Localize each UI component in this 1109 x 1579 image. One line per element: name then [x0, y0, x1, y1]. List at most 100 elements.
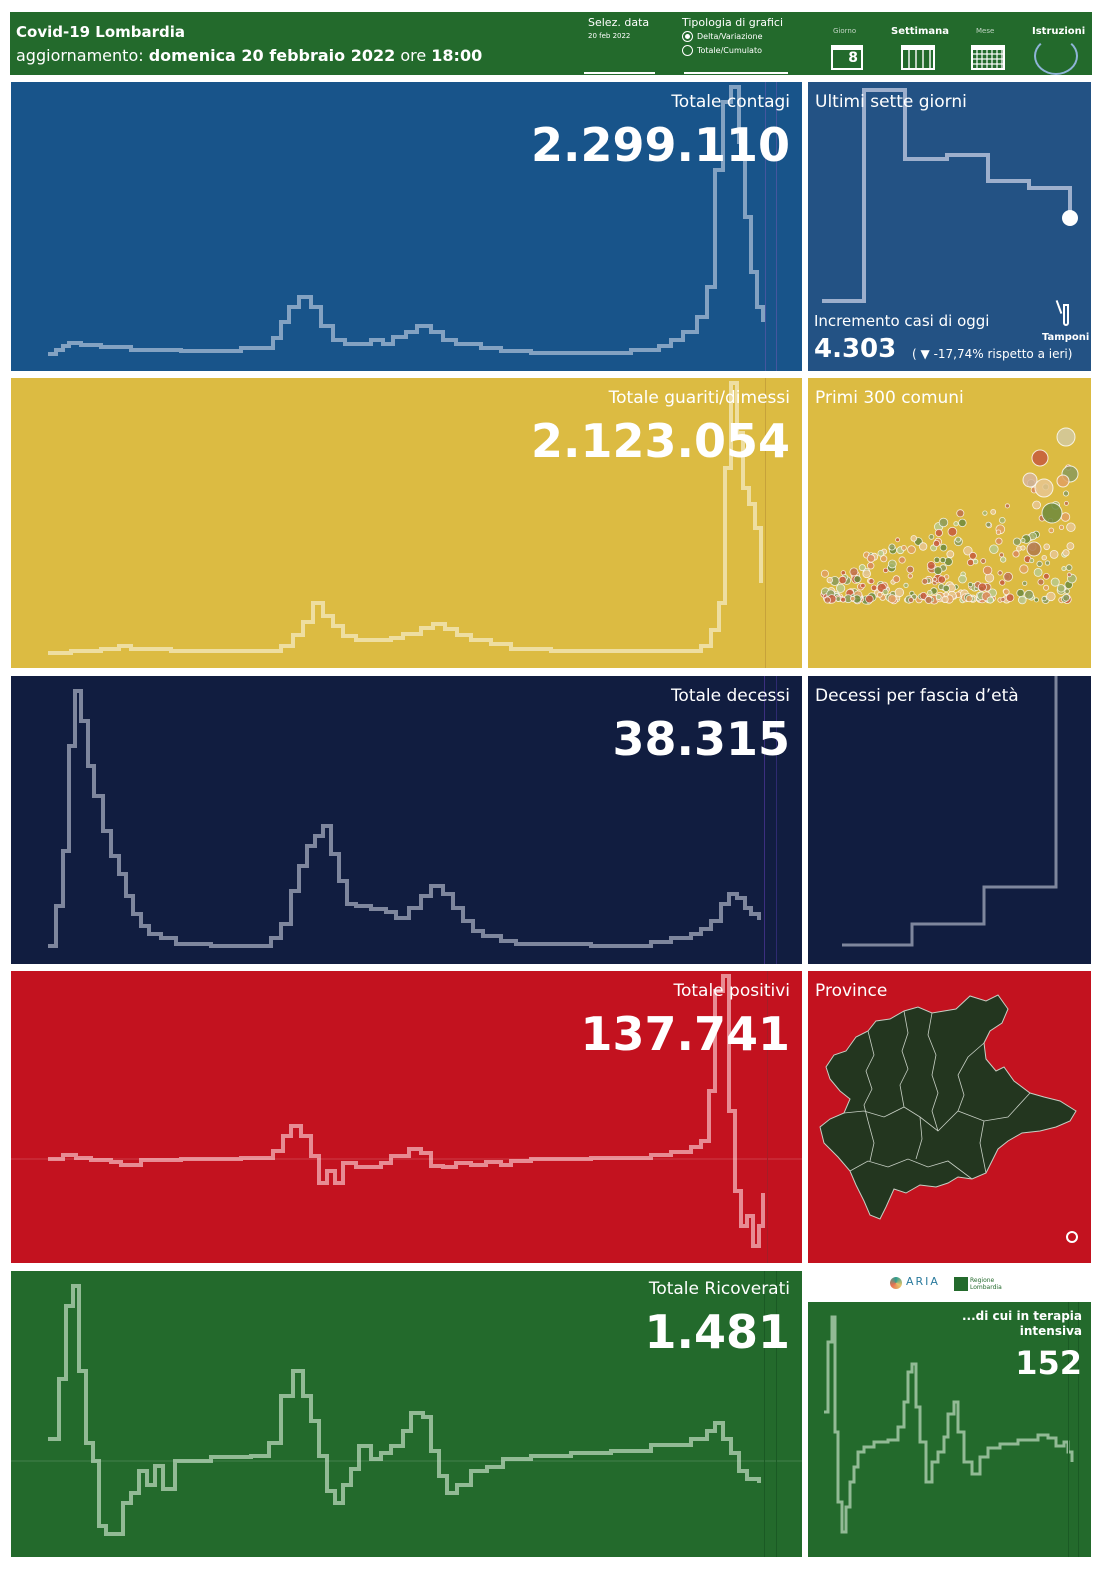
- comune-bubble[interactable]: [965, 595, 973, 603]
- comune-bubble[interactable]: [840, 596, 846, 603]
- comune-bubble[interactable]: [932, 576, 938, 582]
- comune-bubble[interactable]: [838, 575, 847, 585]
- comune-bubble[interactable]: [887, 594, 897, 604]
- comune-bubble[interactable]: [894, 587, 905, 598]
- comune-bubble[interactable]: [989, 544, 999, 554]
- comune-bubble[interactable]: [1062, 549, 1070, 557]
- comune-bubble[interactable]: [1066, 572, 1072, 578]
- comune-bubble[interactable]: [901, 544, 907, 551]
- comune-bubble[interactable]: [858, 564, 866, 572]
- comune-bubble[interactable]: [1058, 524, 1065, 530]
- comune-bubble[interactable]: [977, 582, 987, 592]
- comune-bubble[interactable]: [892, 575, 901, 583]
- comune-bubble[interactable]: [968, 551, 977, 560]
- comune-bubble[interactable]: [933, 539, 941, 547]
- comune-bubble-large[interactable]: [1022, 472, 1038, 488]
- comune-bubble[interactable]: [868, 578, 875, 585]
- comune-bubble[interactable]: [895, 537, 900, 543]
- test-tube-icon[interactable]: [1055, 300, 1072, 330]
- comune-bubble[interactable]: [1000, 556, 1007, 563]
- comune-bubble[interactable]: [938, 517, 949, 528]
- comune-bubble[interactable]: [939, 557, 946, 564]
- comune-bubble[interactable]: [947, 526, 958, 537]
- comune-bubble[interactable]: [1032, 500, 1042, 510]
- comune-bubble[interactable]: [1049, 549, 1059, 559]
- comune-bubble[interactable]: [876, 591, 883, 598]
- comune-bubble-large[interactable]: [1056, 427, 1076, 447]
- comune-bubble[interactable]: [946, 550, 955, 559]
- comune-bubble[interactable]: [924, 596, 933, 604]
- comune-bubble[interactable]: [1046, 591, 1056, 602]
- comune-bubble[interactable]: [967, 558, 975, 567]
- comune-bubble[interactable]: [1012, 550, 1020, 558]
- comune-bubble[interactable]: [870, 584, 878, 591]
- istruzioni-button[interactable]: [1034, 37, 1078, 75]
- comune-bubble[interactable]: [910, 535, 918, 542]
- comune-bubble[interactable]: [982, 510, 988, 516]
- option-totale[interactable]: Totale/Cumulato: [682, 45, 783, 56]
- comune-bubble[interactable]: [918, 542, 928, 551]
- comune-bubble[interactable]: [860, 582, 866, 589]
- decessi-line-chart[interactable]: [11, 676, 802, 964]
- comune-bubble[interactable]: [999, 517, 1006, 524]
- option-delta[interactable]: Delta/Variazione: [682, 31, 783, 42]
- comune-bubble[interactable]: [866, 554, 876, 563]
- comune-bubble[interactable]: [995, 537, 1003, 545]
- comune-bubble[interactable]: [958, 574, 967, 584]
- comune-bubble[interactable]: [1043, 543, 1051, 551]
- comune-bubble[interactable]: [934, 528, 943, 537]
- comune-bubble[interactable]: [937, 575, 946, 584]
- comune-bubble[interactable]: [835, 583, 846, 593]
- sette-giorni-today-point[interactable]: [1062, 210, 1078, 226]
- comune-bubble[interactable]: [1005, 593, 1015, 602]
- comune-bubble[interactable]: [941, 595, 949, 603]
- comune-bubble-large[interactable]: [1031, 449, 1049, 467]
- comune-bubble[interactable]: [1036, 560, 1043, 567]
- comune-bubble[interactable]: [990, 508, 997, 515]
- comune-bubble[interactable]: [1066, 542, 1075, 551]
- comune-bubble[interactable]: [1041, 554, 1047, 561]
- zoom-icon[interactable]: [1066, 1231, 1078, 1243]
- comune-bubble[interactable]: [907, 573, 913, 579]
- ricoverati-line-chart[interactable]: [11, 1271, 802, 1557]
- comune-bubble[interactable]: [972, 558, 979, 565]
- comune-bubble[interactable]: [906, 565, 915, 574]
- comune-bubble[interactable]: [1024, 589, 1034, 600]
- mese-calendar-icon[interactable]: [971, 45, 1005, 70]
- comune-bubble[interactable]: [980, 558, 987, 564]
- settimana-calendar-icon[interactable]: [901, 45, 935, 70]
- province-map[interactable]: [808, 971, 1091, 1263]
- comune-bubble[interactable]: [1050, 577, 1060, 587]
- comune-bubble[interactable]: [1041, 595, 1047, 602]
- comune-bubble[interactable]: [888, 543, 896, 551]
- comune-bubble[interactable]: [1019, 564, 1029, 574]
- comune-bubble[interactable]: [919, 591, 928, 600]
- comune-bubble[interactable]: [862, 569, 871, 579]
- comune-bubble[interactable]: [955, 536, 962, 543]
- comune-bubble[interactable]: [1016, 588, 1025, 598]
- comune-bubble[interactable]: [865, 594, 874, 604]
- comune-bubble-large[interactable]: [1041, 502, 1063, 524]
- comune-bubble[interactable]: [1003, 588, 1010, 596]
- contagi-line-chart[interactable]: [11, 82, 802, 371]
- comune-bubble[interactable]: [1022, 580, 1028, 586]
- comune-bubble[interactable]: [958, 518, 967, 528]
- tamponi-label[interactable]: Tamponi: [1042, 332, 1090, 343]
- guariti-line-chart[interactable]: [11, 378, 802, 668]
- comune-bubble[interactable]: [982, 565, 993, 576]
- sette-giorni-step-chart[interactable]: [808, 82, 1091, 371]
- comune-bubble[interactable]: [1061, 566, 1067, 572]
- comune-bubble[interactable]: [999, 552, 1005, 558]
- comune-bubble[interactable]: [956, 509, 965, 518]
- comune-bubble[interactable]: [853, 575, 862, 584]
- comune-bubble[interactable]: [997, 570, 1003, 576]
- comune-bubble[interactable]: [887, 559, 897, 569]
- comune-bubble[interactable]: [1065, 564, 1073, 571]
- comune-bubble[interactable]: [908, 596, 915, 603]
- comune-bubble[interactable]: [953, 521, 959, 527]
- comune-bubble[interactable]: [1056, 584, 1066, 593]
- comune-bubble[interactable]: [943, 591, 949, 597]
- comune-bubble[interactable]: [823, 596, 831, 604]
- comune-bubble[interactable]: [921, 578, 929, 585]
- terapia-line-chart[interactable]: [808, 1302, 1091, 1557]
